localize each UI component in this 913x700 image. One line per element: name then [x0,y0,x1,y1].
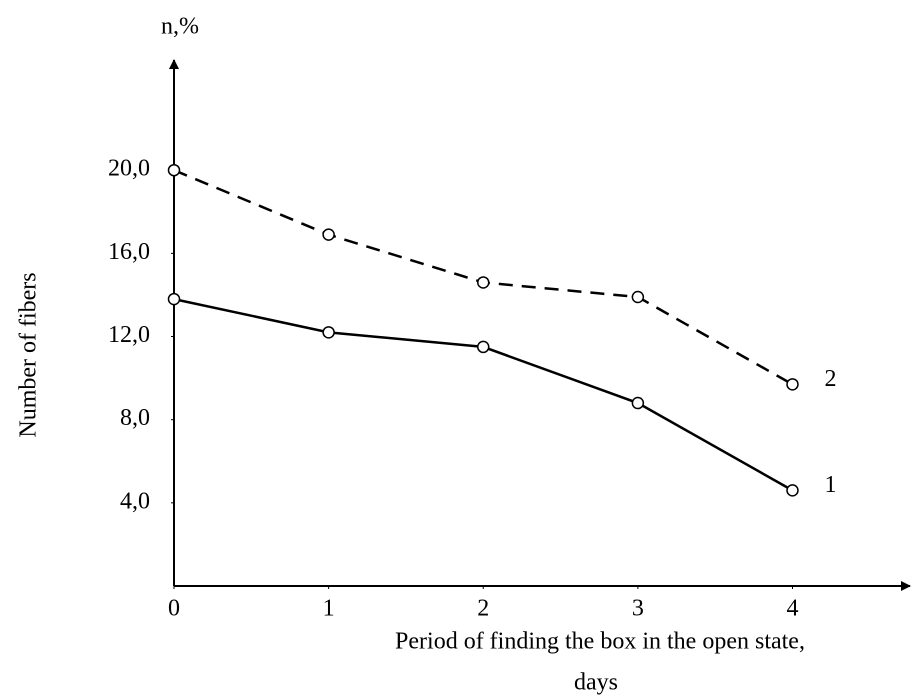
series-line [173,297,794,492]
data-point [476,276,490,289]
data-point [322,326,335,339]
y-tick-label: 12,0 [108,322,150,348]
data-point [322,228,335,241]
x-tick-label: 2 [477,596,489,622]
y-tick-label: 16,0 [108,239,150,265]
y-axis-label: Number of fibers [16,272,42,437]
data-point [167,163,181,177]
y-tick-label: 20,0 [108,156,150,182]
x-tick-label: 4 [786,596,798,622]
x-axis-label: Period of finding the box in the open st… [395,629,805,655]
x-axis-label: days [574,670,618,696]
series-label: 1 [824,472,836,498]
y-tick-label: 8,0 [120,405,150,431]
data-point [631,290,645,304]
data-point [167,292,181,306]
y-tick-label: 4,0 [120,488,150,514]
y-unit-label: n,% [161,14,199,40]
series-label: 2 [824,366,836,392]
x-tick-label: 1 [323,596,335,622]
x-tick-label: 3 [632,596,644,622]
data-point [786,378,799,391]
data-point [631,396,645,410]
x-tick-label: 0 [168,596,180,622]
data-point [786,484,799,497]
data-point [476,340,490,354]
